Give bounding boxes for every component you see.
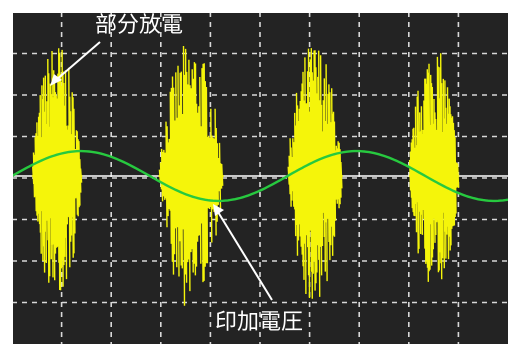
annotation-partial-discharge: 部分放電 [95, 13, 183, 38]
arrow-partial-discharge [55, 41, 101, 81]
arrow-applied-voltage [217, 211, 273, 301]
applied-voltage-sine [11, 149, 508, 203]
annotation-applied-voltage: 印加電圧 [215, 310, 303, 335]
arrowhead-applied-voltage [213, 204, 224, 216]
partial-discharge-burst-1 [31, 48, 83, 291]
arrowhead-partial-discharge [50, 74, 62, 86]
annotations: 部分放電 印加電圧 [50, 13, 303, 335]
series-group [11, 45, 508, 306]
partial-discharge-burst-2 [158, 45, 224, 306]
